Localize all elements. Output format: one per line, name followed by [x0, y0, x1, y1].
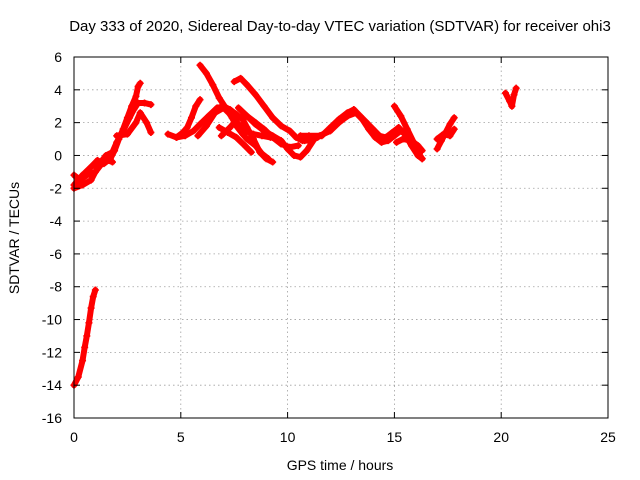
plot-frame: [73, 56, 609, 419]
x-tick-label: 0: [70, 429, 78, 445]
y-tick-label: 4: [54, 82, 62, 98]
data-point: [147, 128, 155, 136]
y-tick-label: -4: [50, 213, 63, 229]
y-tick-label: -14: [42, 377, 62, 393]
y-tick-label: 2: [54, 115, 62, 131]
x-tick-label: 5: [177, 429, 185, 445]
data-point: [418, 147, 426, 155]
series-track-m: [217, 112, 302, 151]
series-segment: [258, 150, 272, 162]
series-segment: [303, 137, 317, 154]
chart-title: Day 333 of 2020, Sidereal Day-to-day VTE…: [69, 18, 611, 35]
y-tick-label: -10: [42, 312, 62, 328]
series-track-o: [301, 106, 426, 163]
data-markers: [70, 61, 520, 389]
data-point: [294, 142, 302, 150]
series-track-q: [393, 135, 426, 155]
series-track-s: [433, 125, 458, 143]
data-point: [512, 84, 520, 92]
y-tick-label: -16: [42, 410, 62, 426]
x-tick-label: 25: [600, 429, 616, 445]
data-point: [91, 286, 99, 294]
data-point: [418, 155, 426, 163]
series-track-a: [70, 286, 99, 389]
series-track-t: [501, 84, 520, 110]
series-track-d: [70, 79, 144, 189]
y-tick-label: -6: [50, 246, 63, 262]
data-point: [196, 96, 204, 104]
x-axis-label: GPS time / hours: [287, 457, 394, 473]
y-tick-label: -8: [50, 279, 63, 295]
data-point: [136, 79, 144, 87]
y-tick-label: 6: [54, 49, 62, 65]
data-point: [147, 101, 155, 109]
data-point: [450, 125, 458, 133]
x-tick-label: 15: [387, 429, 403, 445]
series-track-p: [390, 102, 426, 163]
series-segment: [241, 142, 255, 156]
data-point: [264, 155, 272, 163]
y-axis-label: SDTVAR / TECUs: [6, 182, 22, 294]
y-tick-label: -2: [50, 180, 63, 196]
series-track-l: [215, 124, 255, 156]
series-track-i: [194, 104, 275, 141]
x-tick-label: 10: [280, 429, 296, 445]
y-tick-label: -12: [42, 344, 62, 360]
series-track-e: [113, 109, 155, 140]
data-point: [247, 148, 255, 156]
axis-ticks: 0 5 10 15 20 25 -16 -14 -12 -10 -8 -6 -4 -2 0 2 4 6: [42, 49, 616, 445]
y-tick-label: 0: [54, 147, 62, 163]
x-tick-label: 20: [493, 429, 509, 445]
data-point: [269, 158, 277, 166]
data-point: [450, 114, 458, 122]
